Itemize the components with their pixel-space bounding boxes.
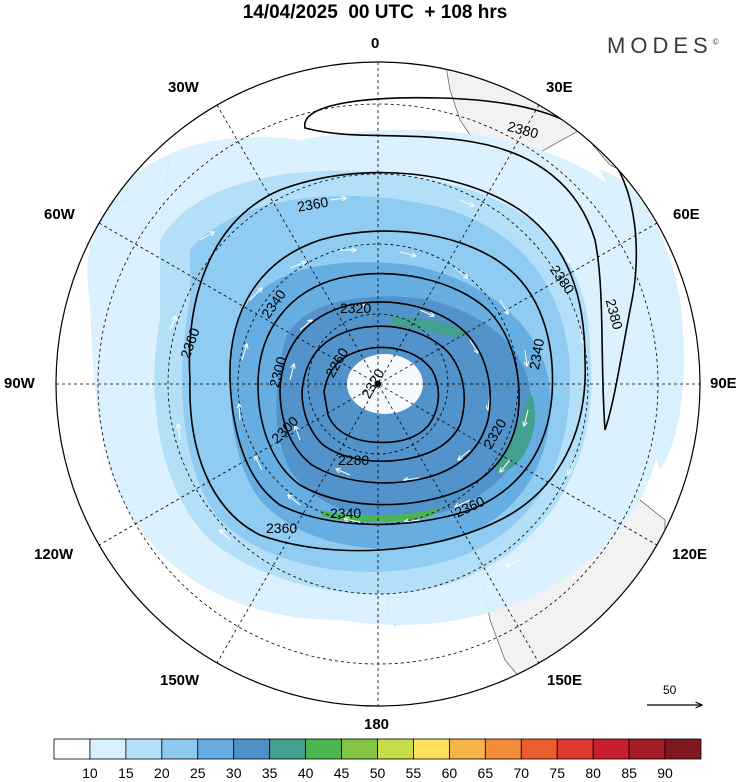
colorbar-tick-label: 40: [297, 765, 314, 781]
lon-label-180: 180: [364, 716, 390, 733]
lon-label-150w: 150W: [160, 672, 200, 689]
wind-vectors: [169, 198, 584, 566]
colorbar-tick-label: 45: [333, 765, 350, 781]
lon-label-90e: 90E: [710, 375, 737, 392]
colorbar-tick-label: 80: [585, 765, 601, 781]
colorbar-swatch: [448, 738, 486, 760]
colorbar-swatch: [125, 738, 163, 760]
colorbar-tick-label: 10: [82, 765, 98, 781]
colorbar-tick-label: 65: [477, 765, 494, 781]
lon-label-60w: 60W: [44, 206, 75, 223]
pole-marker: [375, 381, 381, 387]
lon-label-30e: 30E: [546, 79, 573, 96]
colorbar-swatch: [161, 738, 199, 760]
colorbar-swatch: [89, 738, 127, 760]
colorbar-swatch: [305, 738, 342, 760]
lon-label-150e: 150E: [547, 672, 583, 689]
map-boundary: [55, 61, 701, 707]
colorbar-swatch: [269, 738, 307, 760]
colorbar-tick-label: 15: [118, 765, 134, 781]
colorbar-swatch: [664, 738, 702, 760]
contour-label: 2340: [330, 505, 362, 521]
colorbar-swatch: [197, 738, 235, 760]
brand-logo: MODES©: [607, 33, 719, 58]
colorbar-swatch: [341, 738, 378, 760]
colorbar-swatch: [628, 738, 666, 760]
colorbar-tick-label: 35: [261, 765, 278, 781]
colorbar-tick-label: 20: [154, 765, 170, 781]
lon-label-120e: 120E: [672, 546, 708, 563]
wind-speed-shading: [87, 129, 684, 625]
colorbar-tick-label: 75: [549, 765, 566, 781]
reference-vector-value: 50: [663, 683, 677, 697]
colorbar-swatch: [377, 738, 414, 760]
colorbar-tick-label: 30: [225, 765, 242, 781]
colorbar-swatch: [484, 738, 522, 760]
height-contours: [188, 96, 638, 552]
contour-label: 2280: [338, 452, 370, 468]
colorbar-swatch: [556, 738, 594, 760]
colorbar: [53, 738, 702, 760]
lon-label-120w: 120W: [34, 546, 74, 563]
lon-label-60e: 60E: [673, 206, 700, 223]
colorbar-swatch: [520, 738, 558, 760]
contour-label: 2360: [266, 520, 298, 536]
colorbar-tick-label: 70: [513, 765, 530, 781]
contour-label: 2320: [340, 300, 372, 316]
colorbar-tick-label: 60: [441, 765, 458, 781]
colorbar-tick-label: 90: [657, 765, 673, 781]
colorbar-tick-label: 50: [369, 765, 386, 781]
map-title: 14/04/2025 00 UTC + 108 hrs: [242, 2, 508, 23]
colorbar-swatch: [592, 738, 630, 760]
colorbar-swatch: [233, 738, 271, 760]
lon-label-0: 0: [371, 35, 380, 52]
lon-label-90w: 90W: [4, 375, 35, 392]
colorbar-swatch: [53, 738, 91, 760]
colorbar-tick-label: 55: [405, 765, 422, 781]
colorbar-tick-label: 85: [621, 765, 637, 781]
lon-label-30w: 30W: [168, 79, 199, 96]
colorbar-tick-label: 25: [189, 765, 206, 781]
colorbar-swatch: [413, 738, 450, 760]
